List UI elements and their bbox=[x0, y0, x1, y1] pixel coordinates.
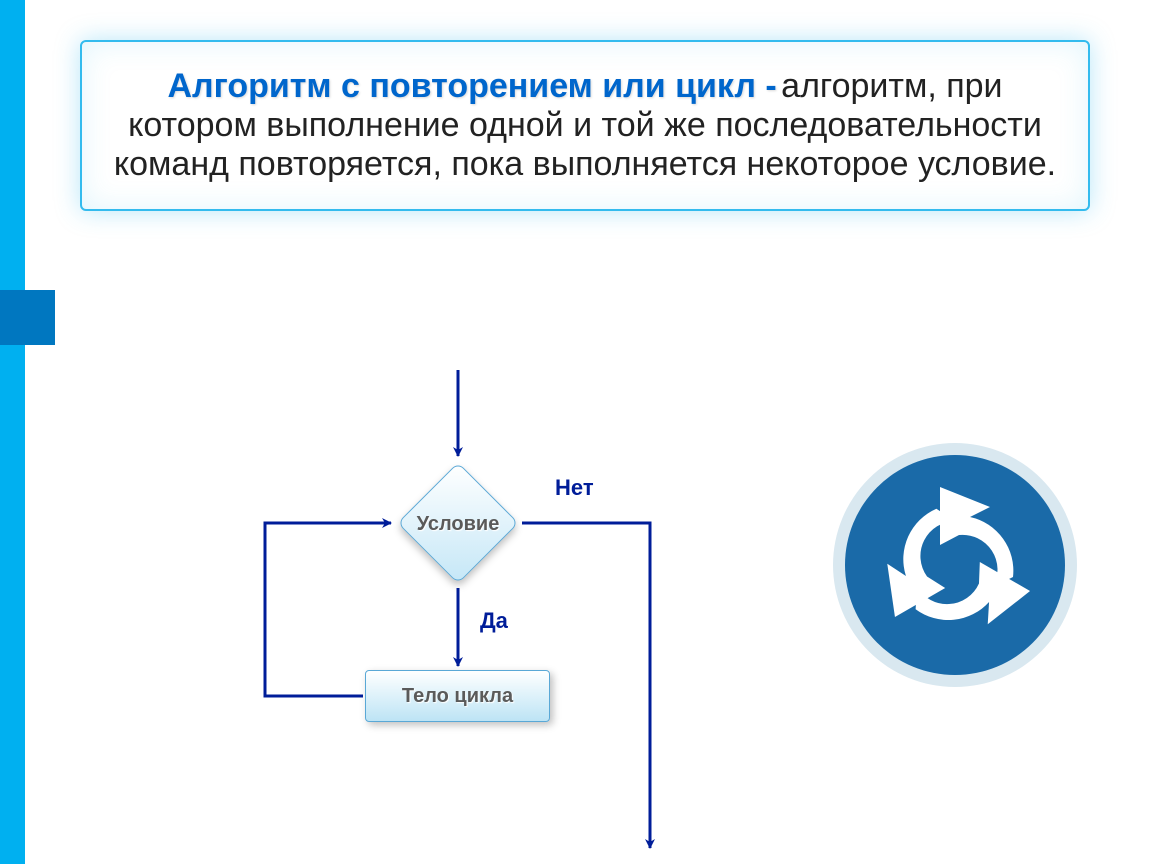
side-accent-bar bbox=[0, 0, 25, 864]
flowchart-lines bbox=[150, 370, 710, 860]
body-node: Тело цикла bbox=[365, 670, 550, 722]
condition-label: Условие bbox=[398, 513, 518, 536]
definition-box: Алгоритм с повторением или цикл - алгори… bbox=[80, 40, 1090, 211]
yes-label: Да bbox=[480, 608, 508, 634]
definition-title: Алгоритм с повторением или цикл - bbox=[167, 67, 776, 105]
roundabout-icon bbox=[830, 440, 1080, 690]
body-label: Тело цикла bbox=[402, 685, 513, 708]
no-label: Нет bbox=[555, 475, 594, 501]
flowchart: Условие Тело цикла Нет Да bbox=[150, 370, 710, 850]
side-accent-block bbox=[0, 290, 55, 345]
